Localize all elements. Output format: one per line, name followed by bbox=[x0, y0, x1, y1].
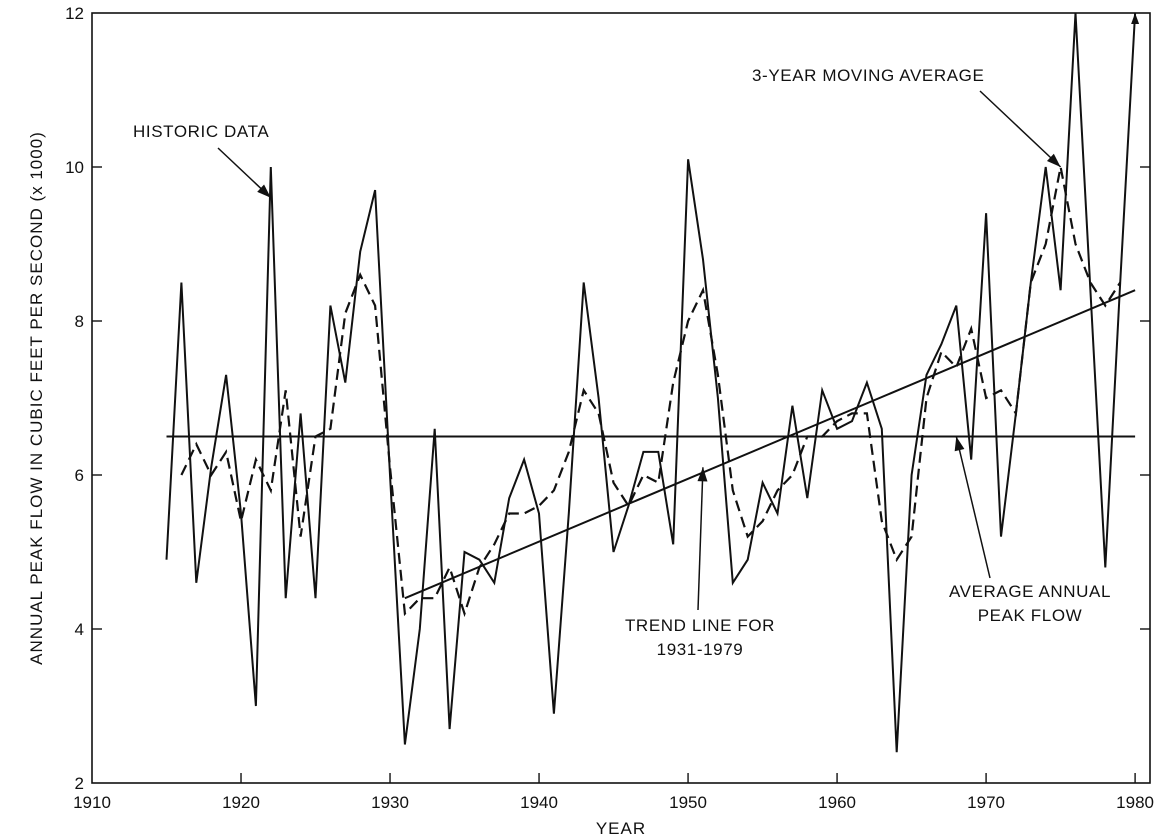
x-tick-label: 1930 bbox=[371, 793, 409, 812]
series-group bbox=[165, 12, 1140, 753]
x-tick-label: 1920 bbox=[222, 793, 260, 812]
annotation-moving-average-arrowhead bbox=[1046, 153, 1061, 167]
y-tick-label: 6 bbox=[75, 466, 84, 485]
x-tick-label: 1940 bbox=[520, 793, 558, 812]
annotation-historic-data-arrowhead bbox=[257, 184, 271, 198]
y-tick-label: 12 bbox=[65, 4, 84, 23]
x-tick-label: 1960 bbox=[818, 793, 856, 812]
y-tick-label: 4 bbox=[75, 620, 84, 639]
annotation-moving-average-text: 3-YEAR MOVING AVERAGE bbox=[752, 66, 984, 85]
moving-average-line bbox=[180, 166, 1122, 618]
annotation-historic-data-text: HISTORIC DATA bbox=[133, 122, 269, 141]
x-axis: 1910 1920 1930 1940 1950 1960 1970 1980 bbox=[73, 773, 1154, 812]
y-tick-label: 2 bbox=[75, 774, 84, 793]
annotation-trend-line-arrowhead bbox=[697, 467, 708, 482]
annotation-trend-line-text: TREND LINE FOR bbox=[625, 616, 775, 635]
x-tick-label: 1950 bbox=[669, 793, 707, 812]
annotation-moving-average-arrow bbox=[979, 90, 1062, 168]
x-tick-label: 1970 bbox=[967, 793, 1005, 812]
annotation-average-annual-peak-flow-text: AVERAGE ANNUAL bbox=[949, 582, 1111, 601]
series-end-arrowhead bbox=[1131, 13, 1140, 24]
y-tick-label: 8 bbox=[75, 312, 84, 331]
x-tick-label: 1980 bbox=[1116, 793, 1154, 812]
x-axis-title: YEAR bbox=[596, 819, 646, 836]
annotation-trend-line-text: 1931-1979 bbox=[657, 640, 744, 659]
annotation-average-annual-peak-flow-arrow bbox=[955, 436, 991, 579]
annotations: HISTORIC DATA 3-YEAR MOVING AVERAGE TREND … bbox=[133, 66, 1111, 659]
y-axis: 2 4 6 8 10 12 bbox=[65, 4, 1150, 793]
y-axis-title: ANNUAL PEAK FLOW IN CUBIC FEET PER SECON… bbox=[27, 131, 46, 665]
trend-line bbox=[404, 289, 1136, 600]
plot-frame bbox=[91, 12, 1151, 784]
historic-data-line bbox=[165, 12, 1137, 753]
x-tick-label: 1910 bbox=[73, 793, 111, 812]
annotation-trend-line-arrow bbox=[697, 467, 704, 611]
annotation-average-annual-peak-flow-text: PEAK FLOW bbox=[978, 606, 1083, 625]
y-tick-label: 10 bbox=[65, 158, 84, 177]
annotation-average-annual-peak-flow-arrowhead bbox=[954, 436, 965, 452]
